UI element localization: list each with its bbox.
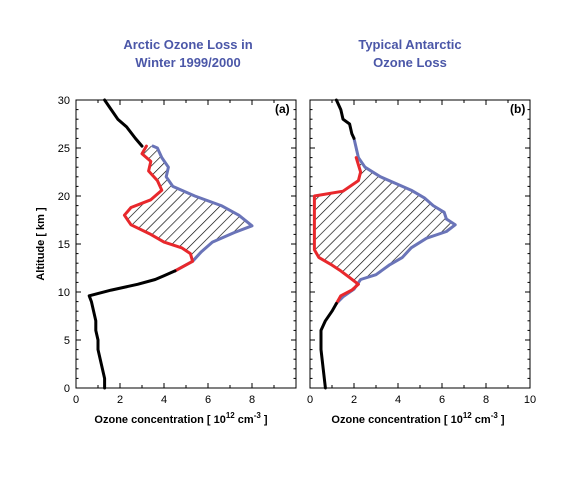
x-axis-label-b: Ozone concentration [ 1012 cm-3 ] [331, 411, 504, 426]
x-tick-label-b: 10 [524, 394, 536, 406]
series-line-b-1 [334, 98, 356, 140]
series-line-b-2 [334, 136, 457, 305]
x-tick-label-a: 2 [117, 394, 123, 406]
y-axis-label: Altitude [ km ] [35, 207, 47, 281]
panel-a-plot: 0 2 4 6 8 0 5 10 15 20 25 30 [58, 95, 297, 406]
y-tick-label: 20 [58, 191, 70, 203]
x-tick-label-b: 2 [351, 394, 357, 406]
series-line-a-3 [122, 144, 195, 273]
panel-a-title-line-2: Winter 1999/2000 [135, 55, 240, 70]
x-tick-label-a: 4 [161, 394, 167, 406]
x-tick-label-b: 0 [307, 394, 313, 406]
x-tick-label-b: 4 [395, 394, 401, 406]
ozone-loss-hatch-b [314, 138, 456, 304]
x-tick-label-b: 8 [483, 394, 489, 406]
series-line-a-1 [103, 98, 144, 148]
series-line-a-0 [87, 269, 177, 390]
panel-b-title-line-1: Typical Antarctic [358, 37, 461, 52]
x-tick-label-a: 8 [249, 394, 255, 406]
series-line-b-3 [312, 156, 363, 305]
y-tick-label: 5 [64, 335, 70, 347]
x-tick-label-a: 6 [205, 394, 211, 406]
x-tick-label-b: 6 [439, 394, 445, 406]
panel-b-tag: (b) [510, 102, 525, 116]
y-tick-label: 10 [58, 287, 70, 299]
series-line-b-0 [319, 302, 338, 390]
panel-b-title-line-2: Ozone Loss [373, 55, 447, 70]
panel-a-tag: (a) [275, 102, 290, 116]
x-tick-label-a: 0 [73, 394, 79, 406]
series-line-a-2 [151, 144, 254, 273]
x-axis-label-a: Ozone concentration [ 1012 cm-3 ] [94, 411, 267, 426]
y-tick-label: 30 [58, 95, 70, 107]
panel-a-title-line-1: Arctic Ozone Loss in [123, 37, 252, 52]
y-tick-label: 15 [58, 239, 70, 251]
panel-b-plot: 0 2 4 6 8 10 [307, 98, 536, 406]
y-tick-label: 25 [58, 143, 70, 155]
y-tick-label: 0 [64, 383, 70, 395]
